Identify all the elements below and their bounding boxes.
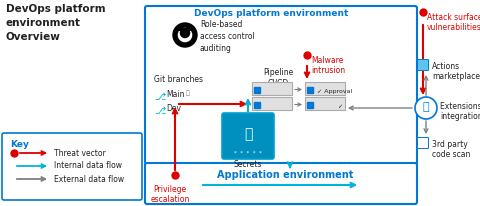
- Text: Role-based
access control
auditing: Role-based access control auditing: [200, 20, 255, 53]
- Text: Pipeline
CI/CD: Pipeline CI/CD: [263, 68, 293, 87]
- Text: 🔒: 🔒: [244, 127, 252, 141]
- Text: DevOps platform environment: DevOps platform environment: [194, 9, 348, 18]
- Text: Git branches: Git branches: [154, 75, 203, 84]
- Text: Dev: Dev: [166, 104, 181, 113]
- Text: 3rd party
code scan: 3rd party code scan: [432, 140, 470, 159]
- FancyBboxPatch shape: [252, 82, 292, 95]
- Text: Main: Main: [166, 90, 184, 99]
- Text: *  *  *  *  *: * * * * *: [234, 151, 262, 156]
- Text: ✓ Approval: ✓ Approval: [317, 89, 352, 94]
- Circle shape: [415, 97, 437, 119]
- FancyBboxPatch shape: [252, 97, 292, 110]
- Text: DevOps platform
environment
Overview: DevOps platform environment Overview: [6, 4, 106, 42]
- Text: Extensions and
integrations: Extensions and integrations: [440, 102, 480, 121]
- FancyBboxPatch shape: [145, 6, 417, 164]
- Text: External data flow: External data flow: [54, 174, 124, 184]
- Circle shape: [188, 25, 192, 30]
- FancyBboxPatch shape: [222, 113, 274, 159]
- Text: Malware
intrusion: Malware intrusion: [311, 56, 345, 75]
- Text: Attack surface
vulnerabilities: Attack surface vulnerabilities: [427, 13, 480, 32]
- FancyBboxPatch shape: [305, 97, 345, 110]
- Circle shape: [178, 25, 182, 30]
- FancyBboxPatch shape: [2, 133, 142, 200]
- Circle shape: [179, 28, 192, 42]
- Text: 🖥: 🖥: [423, 102, 429, 112]
- Text: ⎇: ⎇: [154, 106, 165, 116]
- Text: ⎇: ⎇: [154, 92, 165, 102]
- FancyBboxPatch shape: [145, 163, 417, 204]
- Circle shape: [173, 23, 197, 47]
- Text: Actions
marketplace: Actions marketplace: [432, 62, 480, 81]
- FancyBboxPatch shape: [418, 60, 429, 70]
- FancyBboxPatch shape: [305, 82, 345, 95]
- Text: 🔒: 🔒: [186, 90, 190, 96]
- Circle shape: [180, 28, 190, 37]
- Text: Secrets: Secrets: [234, 160, 262, 169]
- Text: Privilege
escalation: Privilege escalation: [150, 185, 190, 204]
- Text: Application environment: Application environment: [217, 170, 353, 180]
- Text: Threat vector: Threat vector: [54, 149, 106, 158]
- Text: Internal data flow: Internal data flow: [54, 162, 122, 171]
- FancyBboxPatch shape: [418, 137, 429, 149]
- Text: ✓: ✓: [337, 104, 342, 109]
- Text: Key: Key: [10, 140, 29, 149]
